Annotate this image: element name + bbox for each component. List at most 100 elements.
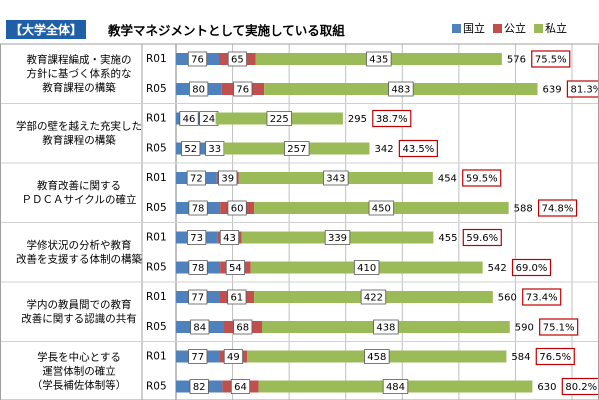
legend-item-national: 国立	[452, 20, 485, 36]
group-label-line: 教育改善に関する	[37, 179, 121, 192]
total-label: 630	[537, 382, 556, 393]
pct-label: 75.1%	[543, 323, 575, 334]
value-label-box	[186, 170, 206, 186]
total-label: 560	[498, 293, 517, 304]
pct-label: 81.3%	[571, 85, 599, 96]
pct-label-box	[535, 347, 575, 366]
value-label: 39	[221, 174, 234, 185]
value-label-box	[360, 289, 387, 305]
row-year-label: R01	[146, 172, 167, 184]
pct-label-box	[531, 50, 571, 68]
value-label-box	[188, 289, 208, 305]
value-label-box	[230, 379, 251, 394]
pct-label: 43.5%	[402, 144, 434, 155]
value-label-box	[188, 349, 208, 364]
value-label-box	[225, 260, 245, 275]
row-year-label: R01	[146, 351, 167, 363]
value-label-box	[218, 170, 238, 186]
total-label: 454	[438, 174, 457, 185]
value-label: 225	[270, 114, 289, 125]
group-label-line: 改善に関する認識の共有	[21, 312, 137, 325]
value-label: 33	[208, 144, 221, 155]
value-label-box	[187, 230, 207, 245]
group-label-line: ＰＤＣＡサイクルの確立	[22, 193, 137, 206]
pct-label: 75.5%	[535, 55, 567, 66]
value-label-box	[188, 260, 208, 275]
value-label-box	[388, 81, 414, 97]
value-label-box	[179, 111, 199, 126]
value-label-box	[364, 349, 390, 364]
value-label-box	[190, 319, 210, 335]
value-label: 76	[236, 85, 249, 96]
row-year-label: R05	[146, 321, 167, 333]
group-label-line: 改善を支援する体制の構築	[16, 252, 142, 265]
value-label: 450	[372, 204, 391, 215]
total-label: 342	[374, 144, 393, 155]
value-label: 65	[231, 55, 244, 66]
total-label: 542	[488, 263, 507, 274]
group-label-line: 教育課程の構築	[42, 133, 116, 146]
pct-label-box	[462, 169, 502, 187]
value-label: 257	[287, 144, 306, 155]
value-label: 49	[227, 352, 240, 363]
value-label: 458	[367, 352, 386, 363]
pct-label-box	[566, 80, 599, 98]
total-label: 588	[514, 204, 533, 215]
chart-title: 教学マネジメントとして実施している取組	[108, 23, 345, 38]
legend: 国立 公立 私立	[452, 20, 567, 36]
value-label: 422	[364, 293, 383, 304]
value-label-box	[227, 200, 247, 216]
row-year-label: R05	[146, 262, 167, 274]
value-label-box	[324, 230, 351, 245]
group-label-line: 教育課程編成・実施の	[27, 53, 132, 66]
pct-label-box	[462, 228, 502, 247]
value-label-box	[266, 111, 292, 126]
value-label: 76	[191, 55, 204, 66]
row-year-label: R05	[146, 202, 167, 214]
row-year-label: R01	[146, 291, 167, 303]
value-label: 84	[193, 323, 206, 334]
row-year-label: R05	[146, 143, 167, 155]
value-label: 61	[230, 293, 243, 304]
pct-label: 59.5%	[466, 174, 498, 185]
pct-label-box	[398, 139, 438, 158]
legend-label-private: 私立	[545, 22, 567, 35]
value-label-box	[233, 319, 253, 335]
value-label-box	[188, 200, 208, 216]
value-label: 410	[357, 263, 376, 274]
value-label-box	[181, 141, 201, 156]
total-label: 584	[511, 352, 530, 363]
value-label-box	[373, 319, 399, 335]
legend-label-national: 国立	[463, 22, 485, 35]
value-label-box	[189, 81, 209, 97]
value-label-box	[187, 51, 208, 67]
pct-label-box	[372, 109, 412, 128]
value-label: 46	[183, 114, 196, 125]
value-label: 339	[328, 233, 347, 244]
group-label-line: 教育課程の構築	[42, 81, 116, 94]
legend-swatch-public	[493, 23, 502, 33]
value-label-box	[189, 379, 209, 394]
legend-swatch-private	[534, 23, 543, 33]
pct-label-box	[561, 377, 599, 396]
value-label-box	[368, 200, 395, 216]
row-year-label: R01	[146, 53, 167, 65]
row-year-label: R05	[146, 83, 167, 95]
legend-label-public: 公立	[504, 22, 526, 35]
value-label: 484	[386, 382, 405, 393]
value-label-box	[219, 230, 240, 245]
group-label-line: 学部の壁を越えた充実した	[16, 119, 142, 132]
value-label-box	[205, 141, 225, 156]
chart-header: 【大学全体】 教学マネジメントとして実施している取組 国立 公立 私立	[0, 0, 599, 42]
value-label: 435	[369, 55, 388, 66]
value-label-box	[353, 260, 380, 275]
value-label-box	[323, 170, 349, 186]
pct-label-box	[537, 199, 578, 217]
pct-label-box	[522, 288, 562, 306]
group-label-line: 方針に基づく体系的な	[27, 67, 132, 80]
row-year-label: R05	[146, 381, 167, 393]
group-label-line: （学長補佐体制等）	[32, 378, 127, 391]
pct-label: 76.5%	[539, 352, 571, 363]
value-label: 60	[231, 204, 244, 215]
